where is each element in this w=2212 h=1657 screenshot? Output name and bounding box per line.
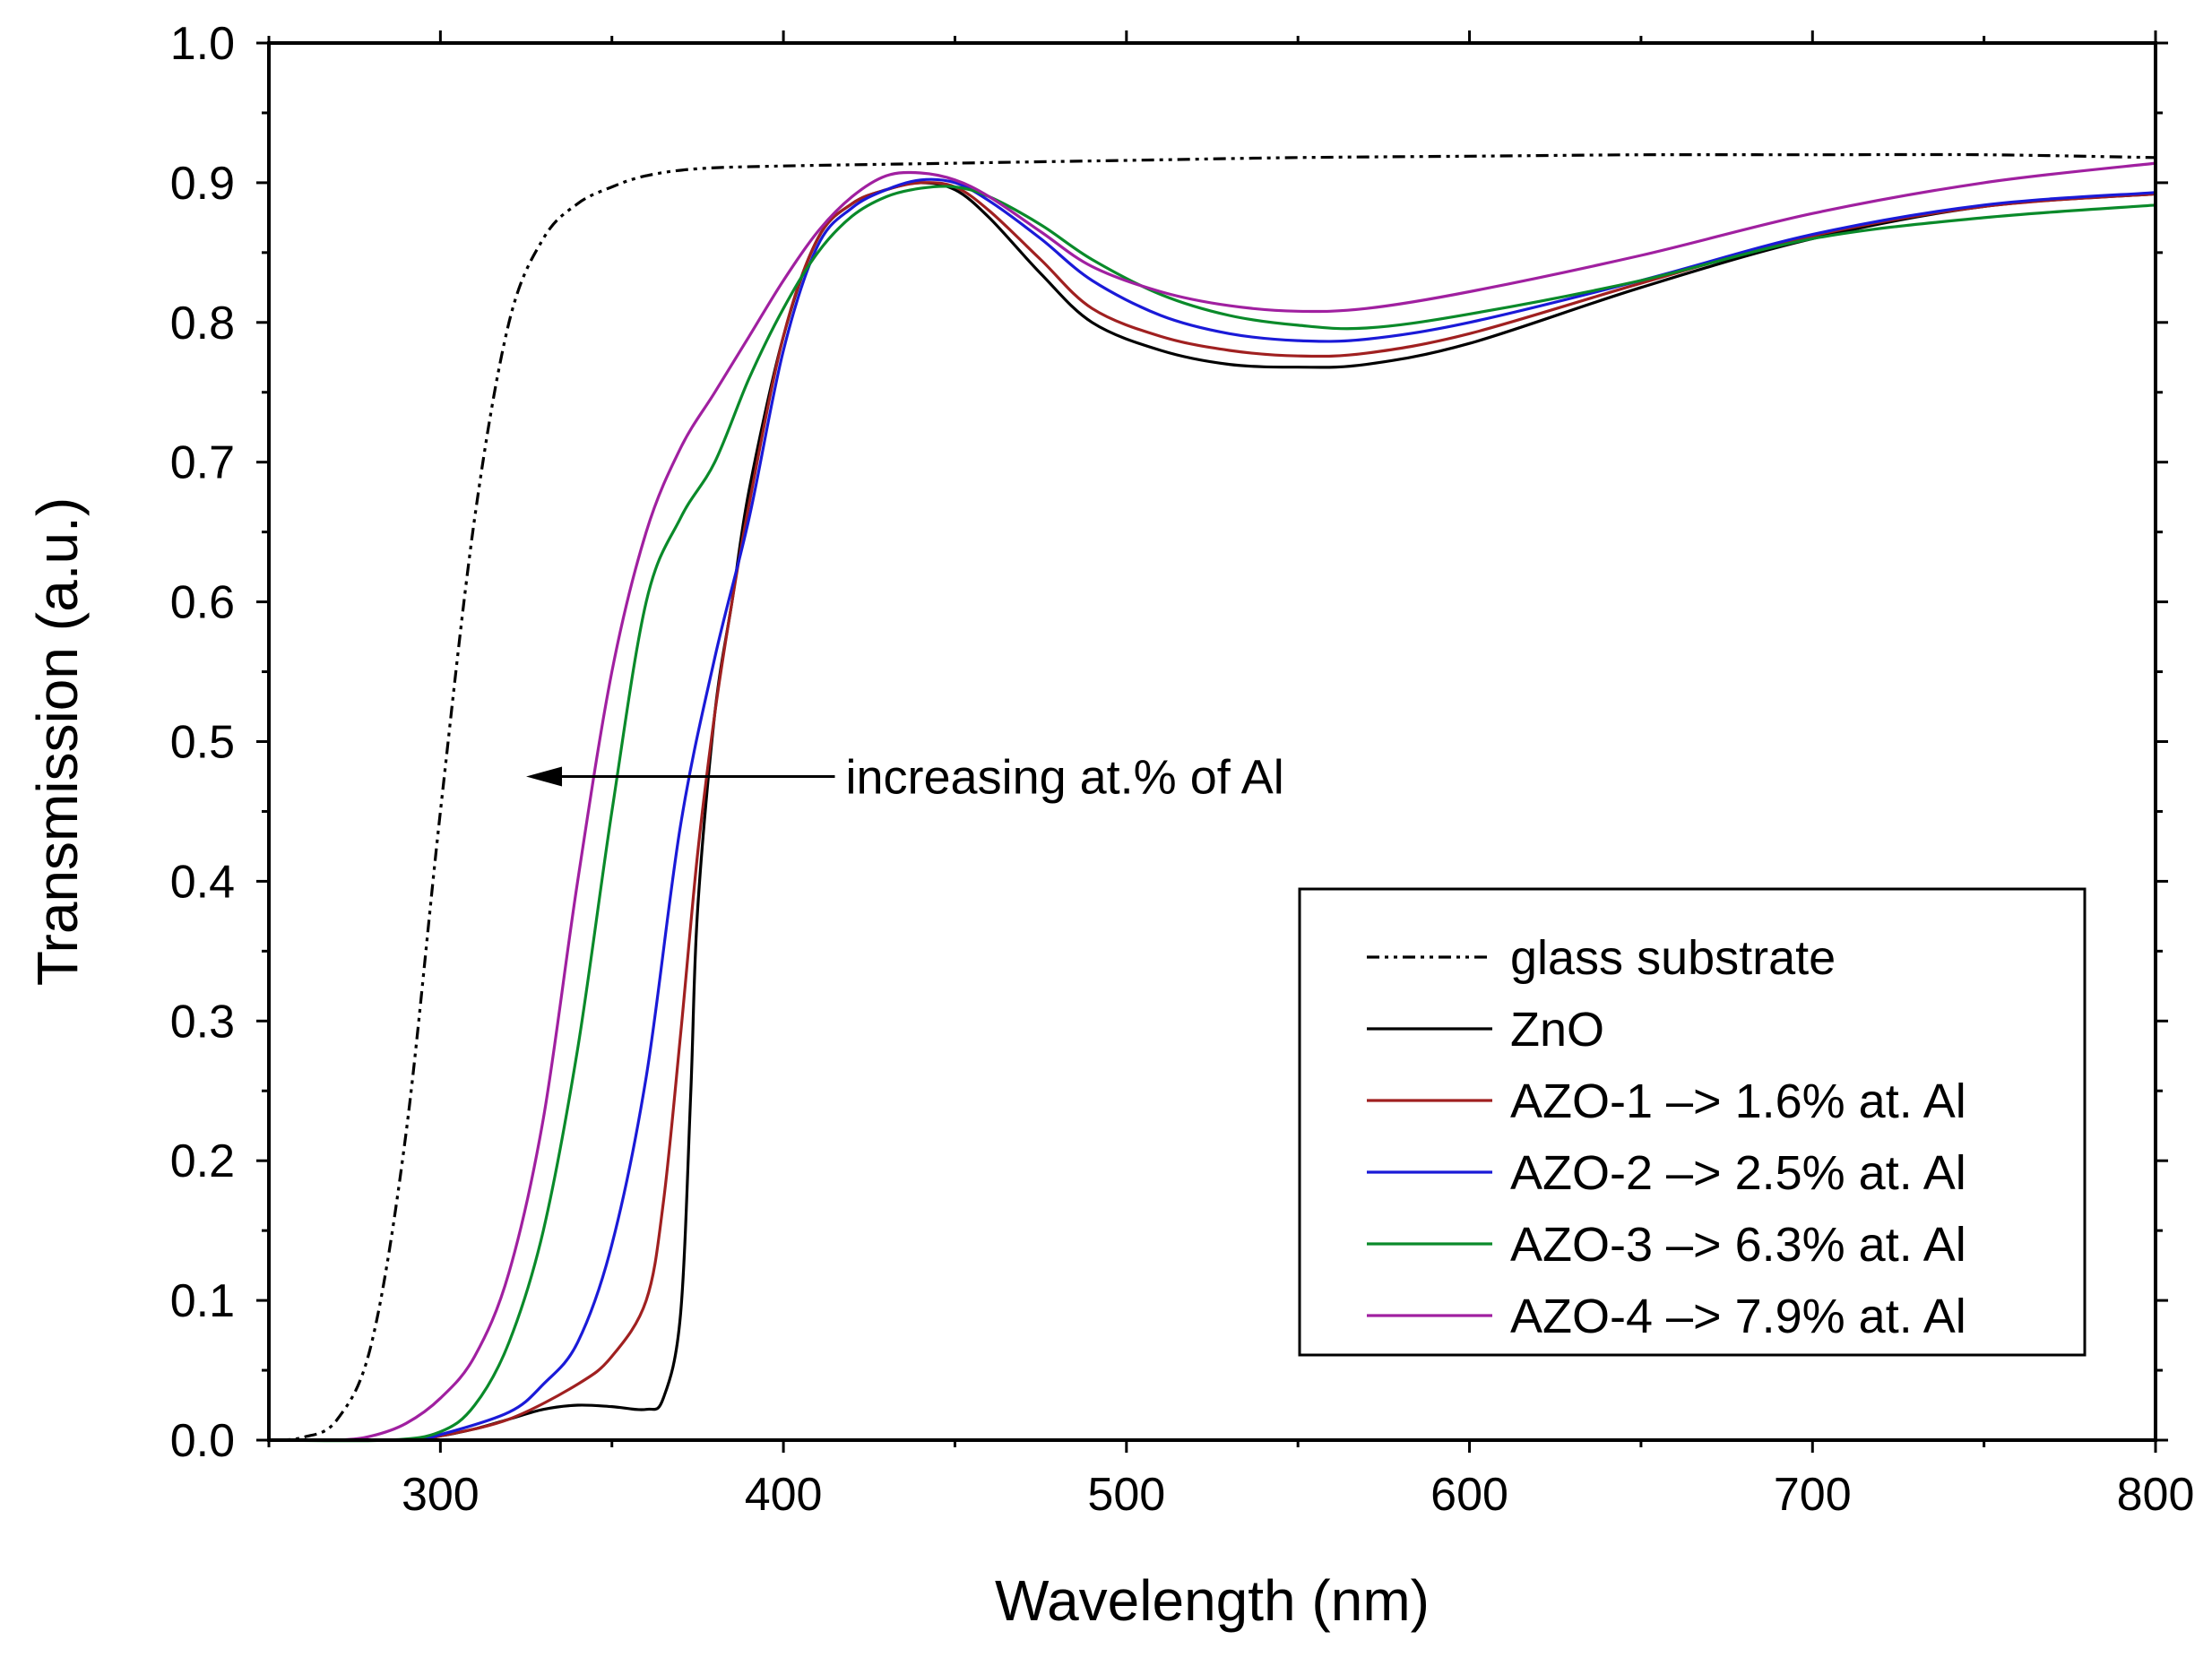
legend-label-azo-2: AZO-2 –> 2.5% at. Al [1510,1146,1966,1200]
series-layer [268,152,2156,1443]
y-tick-label: 1.0 [170,18,235,70]
series-line-glass-substrate [268,152,2156,1442]
y-tick-label: 0.8 [170,298,235,350]
y-tick-label: 0.9 [170,158,235,210]
y-tick-label: 0.4 [170,856,235,908]
legend-label-azo-4: AZO-4 –> 7.9% at. Al [1510,1290,1966,1343]
y-tick-label: 0.0 [170,1415,235,1467]
legend-label-glass-substrate: glass substrate [1510,931,1836,985]
x-tick-label: 600 [1430,1469,1508,1521]
y-tick-label: 0.5 [170,717,235,769]
legend-label-azo-3: AZO-3 –> 6.3% at. Al [1510,1218,1966,1272]
series-line-azo-3 [268,185,2156,1443]
x-tick-label: 800 [2117,1469,2195,1521]
x-tick-label: 500 [1087,1469,1165,1521]
y-tick-label: 0.3 [170,996,235,1048]
y-tick-label: 0.7 [170,437,235,489]
annotation: increasing at.% of Al [526,750,1284,804]
x-tick-label: 300 [402,1469,480,1521]
series-line-azo-2 [268,177,2156,1443]
x-tick-label: 400 [745,1469,823,1521]
legend-box [1298,887,2087,1357]
axis-ticks: 300 400 500 600 700 800 0.0 0.1 0.2 0.3 0.4 0.5 0.6 0… [170,18,2195,1521]
annotation-text: increasing at.% of Al [846,750,1284,804]
y-tick-label: 0.1 [170,1275,235,1327]
x-axis-label: Wavelength (nm) [995,1568,1430,1633]
series-line-azo-4 [268,161,2156,1442]
legend-label-zno: ZnO [1510,1003,1604,1057]
y-tick-label: 0.6 [170,577,235,629]
x-tick-label: 700 [1774,1469,1852,1521]
y-tick-label: 0.2 [170,1135,235,1187]
annotation-arrow-head [526,766,563,787]
series-line-azo-1 [268,181,2156,1442]
y-axis-label: Transmission (a.u.) [25,497,90,986]
legend-label-azo-1: AZO-1 –> 1.6% at. Al [1510,1074,1966,1128]
legend: glass substrate ZnO AZO-1 –> 1.6% at. Al AZ… [1298,887,2087,1357]
